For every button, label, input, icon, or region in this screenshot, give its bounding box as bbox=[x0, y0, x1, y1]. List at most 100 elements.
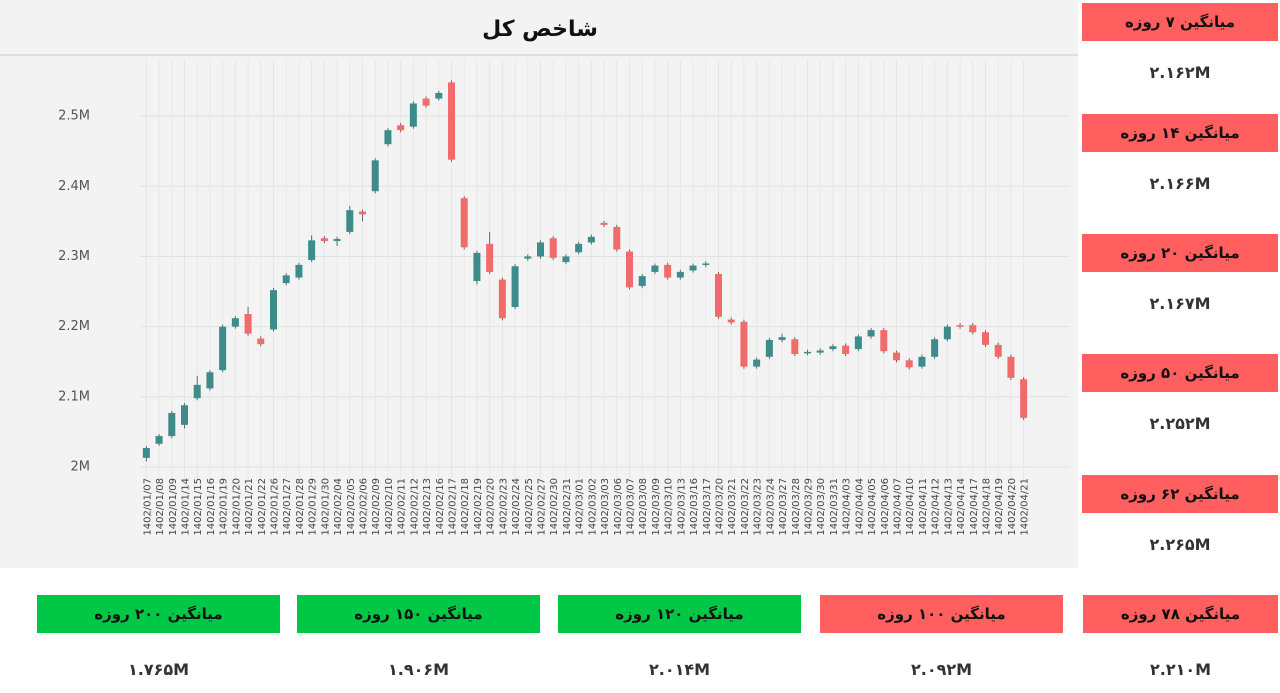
x-tick-label: 1402/01/20 bbox=[231, 478, 242, 536]
average-card: میانگین ۱۵۰ روزه bbox=[297, 595, 540, 633]
x-tick-label: 1402/03/16 bbox=[689, 478, 700, 536]
x-tick-label: 1402/02/25 bbox=[524, 478, 535, 536]
average-card: میانگین ۷۸ روزه bbox=[1083, 595, 1278, 633]
x-tick-label: 1402/03/02 bbox=[587, 478, 598, 536]
average-card: میانگین ۷ روزه bbox=[1082, 3, 1278, 41]
candle-body bbox=[982, 332, 989, 345]
x-tick-label: 1402/03/29 bbox=[804, 478, 815, 536]
candle-body bbox=[346, 210, 354, 232]
x-tick-label: 1402/03/21 bbox=[727, 478, 738, 536]
x-tick-label: 1402/04/21 bbox=[1020, 478, 1031, 536]
x-tick-label: 1402/01/08 bbox=[155, 478, 166, 536]
candle-body bbox=[893, 352, 900, 361]
candle-body bbox=[1020, 379, 1028, 418]
x-tick-label: 1402/02/20 bbox=[486, 478, 497, 536]
candle-body bbox=[842, 345, 850, 354]
average-value: ۱.۷۶۵M bbox=[127, 660, 190, 679]
x-tick-label: 1402/03/06 bbox=[613, 478, 624, 536]
candle-body bbox=[549, 238, 557, 258]
chart-background bbox=[0, 0, 1078, 568]
candle-body bbox=[498, 279, 506, 319]
candle-body bbox=[587, 236, 595, 243]
candle-body bbox=[333, 238, 341, 242]
candle-body bbox=[969, 325, 977, 333]
x-tick-label: 1402/01/22 bbox=[257, 478, 268, 536]
average-value: ۱.۹۰۶M bbox=[387, 660, 450, 679]
candle-body bbox=[956, 325, 964, 327]
x-tick-label: 1402/01/14 bbox=[181, 478, 192, 536]
x-tick-label: 1402/01/09 bbox=[168, 478, 179, 536]
candle-body bbox=[435, 92, 443, 99]
average-card: میانگین ۶۲ روزه bbox=[1082, 475, 1278, 513]
candle-body bbox=[702, 263, 710, 265]
candle-body bbox=[486, 243, 494, 272]
x-tick-label: 1402/01/28 bbox=[295, 478, 306, 536]
x-tick-label: 1402/04/12 bbox=[931, 478, 942, 536]
average-card: میانگین ۲۰۰ روزه bbox=[37, 595, 280, 633]
x-tick-label: 1402/04/05 bbox=[867, 478, 878, 536]
x-tick-label: 1402/02/31 bbox=[562, 478, 573, 536]
x-tick-label: 1402/04/03 bbox=[842, 478, 853, 536]
x-tick-label: 1402/03/27 bbox=[778, 478, 789, 536]
candle-body bbox=[320, 238, 328, 242]
x-tick-label: 1402/04/10 bbox=[905, 478, 916, 536]
candle-body bbox=[409, 103, 417, 127]
x-tick-label: 1402/03/03 bbox=[600, 478, 611, 536]
x-tick-label: 1402/04/17 bbox=[969, 478, 980, 536]
candle-body bbox=[384, 130, 392, 145]
candle-body bbox=[142, 448, 150, 458]
x-tick-label: 1402/01/26 bbox=[270, 478, 281, 536]
x-tick-label: 1402/04/18 bbox=[982, 478, 993, 536]
candle-body bbox=[727, 319, 735, 323]
candle-body bbox=[918, 356, 926, 367]
y-tick-label: 2.4M bbox=[58, 179, 90, 194]
candle-body bbox=[181, 405, 188, 425]
x-tick-label: 1402/03/22 bbox=[740, 478, 751, 536]
x-tick-label: 1402/02/06 bbox=[359, 478, 370, 536]
average-value: ۲.۱۶۷M bbox=[1149, 294, 1211, 313]
candle-body bbox=[397, 125, 405, 131]
candle-body bbox=[308, 240, 316, 260]
candle-body bbox=[524, 256, 532, 259]
x-tick-label: 1402/03/31 bbox=[829, 478, 840, 536]
x-tick-label: 1402/01/29 bbox=[308, 478, 319, 536]
candle-body bbox=[854, 336, 862, 350]
candle-body bbox=[816, 350, 824, 353]
x-tick-label: 1402/03/09 bbox=[651, 478, 662, 536]
candle-body bbox=[168, 412, 176, 437]
x-tick-label: 1402/02/16 bbox=[435, 478, 446, 536]
candle-body bbox=[740, 321, 748, 367]
candle-body bbox=[537, 242, 544, 257]
candle-body bbox=[829, 346, 837, 350]
candle-body bbox=[753, 359, 761, 367]
x-tick-label: 1402/03/20 bbox=[715, 478, 726, 536]
x-tick-label: 1402/02/27 bbox=[537, 478, 548, 536]
candle-body bbox=[880, 330, 888, 352]
candle-body bbox=[193, 384, 201, 399]
y-tick-label: 2.3M bbox=[58, 249, 90, 264]
x-tick-label: 1402/01/15 bbox=[193, 478, 204, 536]
average-card: میانگین ۱۲۰ روزه bbox=[558, 595, 801, 633]
average-value: ۲.۲۶۵M bbox=[1149, 535, 1211, 554]
x-tick-label: 1402/04/11 bbox=[918, 478, 929, 536]
x-tick-label: 1402/02/12 bbox=[409, 478, 420, 536]
candle-body bbox=[206, 372, 214, 389]
candle-body bbox=[511, 266, 519, 307]
y-tick-label: 2.1M bbox=[58, 389, 90, 404]
candle-body bbox=[676, 271, 684, 278]
x-tick-label: 1402/04/04 bbox=[854, 478, 865, 536]
candle-body bbox=[651, 265, 659, 272]
x-tick-label: 1402/02/05 bbox=[346, 478, 357, 536]
y-tick-label: 2M bbox=[71, 459, 91, 474]
candle-body bbox=[359, 211, 366, 215]
x-tick-label: 1402/03/10 bbox=[664, 478, 675, 536]
x-tick-label: 1402/03/17 bbox=[702, 478, 713, 536]
candle-body bbox=[905, 360, 913, 368]
x-tick-label: 1402/02/23 bbox=[498, 478, 509, 536]
x-tick-label: 1402/01/21 bbox=[244, 478, 255, 536]
x-tick-label: 1402/02/24 bbox=[511, 478, 522, 536]
average-value: ۲.۱۶۲M bbox=[1149, 63, 1211, 82]
x-tick-label: 1402/03/13 bbox=[676, 478, 687, 536]
x-tick-label: 1402/02/30 bbox=[549, 478, 560, 536]
